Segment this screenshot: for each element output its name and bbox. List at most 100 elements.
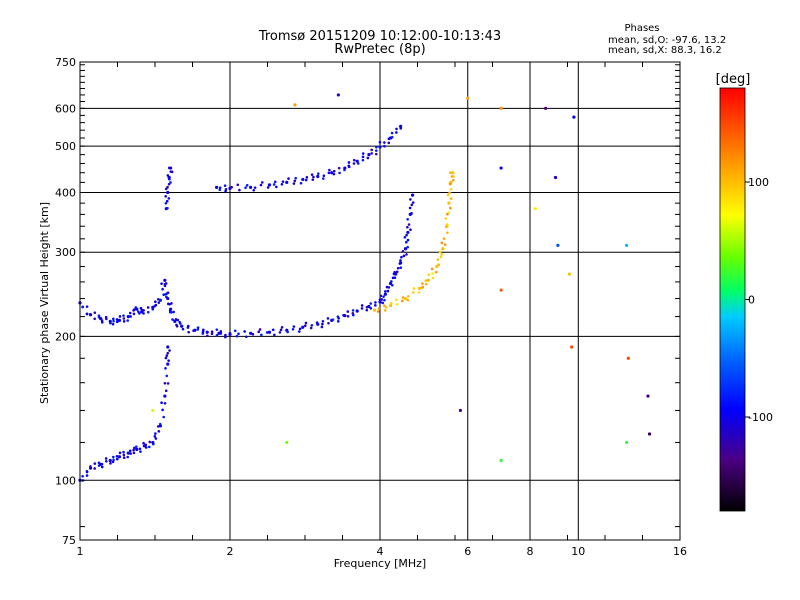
data-point xyxy=(223,184,227,187)
data-point xyxy=(304,178,308,182)
data-point xyxy=(316,172,320,175)
data-point xyxy=(97,314,101,317)
data-point xyxy=(142,309,145,312)
data-point xyxy=(399,124,403,128)
data-point xyxy=(553,175,558,180)
data-point xyxy=(158,298,162,302)
data-point xyxy=(431,272,434,275)
data-point xyxy=(224,335,227,339)
data-point xyxy=(166,174,170,177)
data-point xyxy=(235,334,239,338)
data-point xyxy=(389,302,393,305)
data-point xyxy=(446,193,450,197)
data-point xyxy=(387,141,391,145)
data-point xyxy=(417,286,422,291)
data-point xyxy=(154,437,158,440)
data-point xyxy=(93,311,97,314)
data-point xyxy=(378,298,382,301)
data-point xyxy=(252,188,256,192)
data-point xyxy=(258,328,262,331)
data-point xyxy=(401,299,404,303)
y-tick-label: 750 xyxy=(55,56,76,69)
x-tick-label: 6 xyxy=(464,545,471,558)
data-point xyxy=(331,318,335,321)
axis-ticks: 1 2 4 6 8 10 16 75 100 200 300 400 500 600 750 xyxy=(55,56,687,558)
data-point xyxy=(151,305,155,309)
data-point xyxy=(332,172,336,176)
data-point xyxy=(251,332,255,336)
data-point xyxy=(343,314,347,318)
data-point xyxy=(126,315,130,319)
data-point xyxy=(118,315,122,318)
data-point xyxy=(438,250,442,254)
data-point xyxy=(326,317,330,320)
data-point xyxy=(390,280,393,283)
data-point xyxy=(448,182,452,186)
data-point xyxy=(100,465,104,469)
data-point xyxy=(448,191,451,195)
phases-mean-o: mean, sd,O: -97.6, 13.2 xyxy=(608,35,726,46)
data-point xyxy=(168,310,172,314)
data-point xyxy=(187,330,190,334)
data-point xyxy=(165,199,169,203)
y-axis-label: Stationary phase Virtual Height [km] xyxy=(38,202,51,404)
data-point xyxy=(406,225,409,229)
y-tick-label: 600 xyxy=(55,102,76,115)
data-point xyxy=(410,193,415,197)
data-point xyxy=(167,197,171,200)
data-point xyxy=(361,155,365,159)
data-point xyxy=(360,307,364,310)
data-point xyxy=(406,217,409,221)
data-point xyxy=(402,254,406,258)
data-point xyxy=(266,186,270,189)
x-tick-label: 4 xyxy=(377,545,384,558)
data-point xyxy=(406,245,409,249)
data-point xyxy=(169,181,172,184)
data-point xyxy=(449,197,453,200)
data-point xyxy=(215,334,219,337)
data-point xyxy=(624,440,629,445)
data-point xyxy=(160,282,163,285)
x-tick-label: 16 xyxy=(673,545,687,558)
data-point xyxy=(451,171,455,175)
y-tick-label: 100 xyxy=(55,474,76,487)
data-point xyxy=(316,174,320,179)
data-point xyxy=(322,174,326,178)
data-point xyxy=(160,401,163,405)
data-point xyxy=(406,230,410,235)
data-point xyxy=(570,345,574,349)
data-point xyxy=(356,162,360,165)
data-point xyxy=(421,282,424,285)
data-point xyxy=(361,152,365,155)
data-point xyxy=(361,158,365,162)
data-point xyxy=(327,321,330,325)
data-point xyxy=(280,182,284,186)
data-point xyxy=(395,270,399,274)
data-point xyxy=(395,302,399,306)
data-point xyxy=(137,310,140,313)
data-point xyxy=(273,333,276,337)
colorbar xyxy=(719,87,746,512)
data-point xyxy=(163,394,167,398)
data-point xyxy=(164,356,168,360)
data-point xyxy=(230,185,233,189)
data-point xyxy=(626,356,630,360)
data-point xyxy=(171,318,174,321)
data-point xyxy=(272,183,276,186)
data-point xyxy=(567,272,572,276)
data-point xyxy=(367,153,371,157)
data-point xyxy=(383,304,386,307)
data-point xyxy=(533,207,537,211)
data-point xyxy=(320,325,324,329)
data-point xyxy=(167,359,170,362)
data-point xyxy=(400,255,403,259)
data-point xyxy=(316,322,320,326)
data-point xyxy=(122,453,126,457)
data-point xyxy=(443,243,447,246)
data-point xyxy=(556,243,560,248)
data-point xyxy=(99,316,103,321)
data-point xyxy=(293,179,297,183)
data-point xyxy=(407,223,411,226)
data-point xyxy=(407,294,410,298)
data-point xyxy=(401,249,405,253)
